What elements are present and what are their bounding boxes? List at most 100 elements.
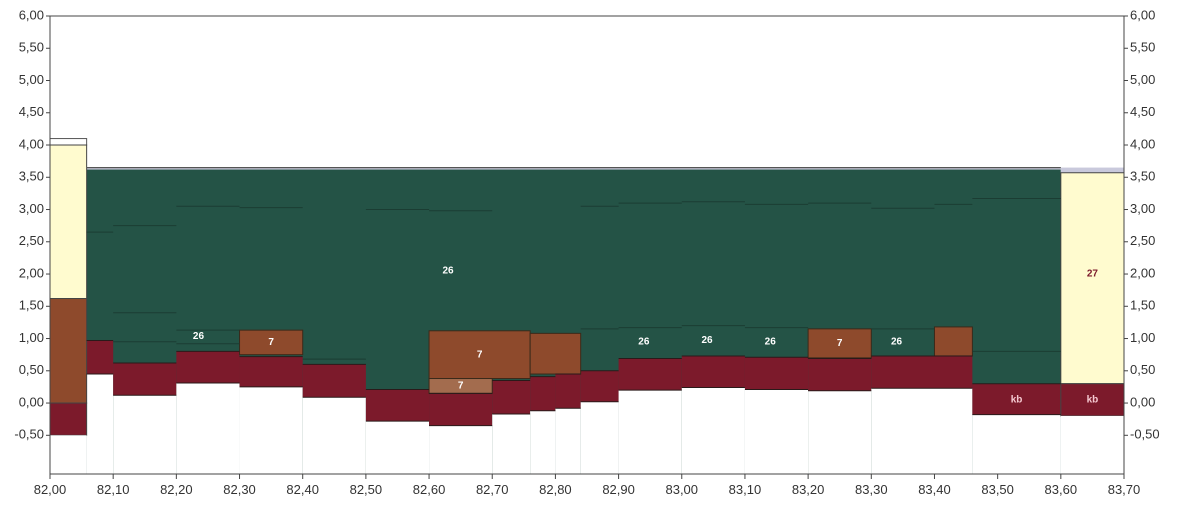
right-tick-label: 0,50 xyxy=(1130,362,1155,377)
mid-layer-1 xyxy=(428,330,531,380)
dark-red-segment-1 xyxy=(113,363,177,396)
dark-red-segment-5 xyxy=(365,389,430,422)
left-tick-label: 3,50 xyxy=(19,169,44,184)
left-tick-label: 1,00 xyxy=(19,330,44,345)
right-tick-label: 1,50 xyxy=(1130,298,1155,313)
left-tick-label: 6,00 xyxy=(19,7,44,22)
left-column-below xyxy=(50,435,87,474)
right-tick-label: 5,00 xyxy=(1130,72,1155,87)
x-tick-label: 82,40 xyxy=(286,482,319,497)
right-tick-label: 2,50 xyxy=(1130,233,1155,248)
left-column-cap xyxy=(49,138,88,146)
ground-label-0: 26 xyxy=(442,265,454,276)
below-profile-8 xyxy=(530,410,556,474)
x-tick-label: 82,10 xyxy=(97,482,130,497)
below-profile-10 xyxy=(580,401,619,474)
left-tick-label: -0,50 xyxy=(14,427,44,442)
left-tick-label: 5,50 xyxy=(19,40,44,55)
layer-fills xyxy=(49,138,1125,474)
mid-layer-label-4: 7 xyxy=(837,338,843,349)
mid-layer-4 xyxy=(807,328,872,359)
x-axis: 82,00 82,10 82,20 82,30 82,40 82,50 82,60 82,70… xyxy=(34,474,1140,497)
mid-layer-3 xyxy=(529,332,582,375)
right-tick-label: 4,50 xyxy=(1130,104,1155,119)
x-tick-label: 83,30 xyxy=(855,482,888,497)
x-tick-label: 83,10 xyxy=(729,482,762,497)
mid-layer-0 xyxy=(239,329,304,356)
right-tick-label: 3,50 xyxy=(1130,169,1155,184)
left-column-dark_red xyxy=(49,402,88,436)
below-profile-3 xyxy=(239,386,303,474)
below-profile-1 xyxy=(113,395,177,474)
below-profile-12 xyxy=(681,387,745,474)
right-tick-label: 3,00 xyxy=(1130,201,1155,216)
x-tick-label: 82,00 xyxy=(34,482,67,497)
dark-red-segment-16 xyxy=(972,383,1061,415)
x-tick-label: 83,20 xyxy=(792,482,825,497)
x-tick-label: 82,30 xyxy=(223,482,256,497)
x-tick-label: 82,70 xyxy=(476,482,509,497)
x-tick-label: 82,90 xyxy=(602,482,635,497)
below-profile-7 xyxy=(492,414,531,474)
x-tick-label: 82,20 xyxy=(160,482,193,497)
right-column-yellow xyxy=(1060,172,1125,385)
mid-layer-label-1: 7 xyxy=(477,349,483,360)
ground-label-3: 26 xyxy=(701,335,713,346)
below-profile-0 xyxy=(86,374,114,474)
dark-red-segment-9 xyxy=(555,374,581,409)
x-tick-label: 82,60 xyxy=(413,482,446,497)
right-tick-label: 0,00 xyxy=(1130,394,1155,409)
layer-labels: 7 7 7 7 27 kb kb 26 26 26 26 26 26 xyxy=(193,265,1099,405)
left-column-brown xyxy=(49,298,88,404)
below-profile-11 xyxy=(618,390,682,474)
dark-red-segment-14 xyxy=(808,358,872,391)
dark-red-segment-15 xyxy=(871,355,973,389)
dark-red-segment-11 xyxy=(618,358,682,391)
dark-red-segment-4 xyxy=(302,364,366,398)
ground-label-5: 26 xyxy=(891,336,903,347)
ground-label-4: 26 xyxy=(765,336,777,347)
right-tick-label: 2,00 xyxy=(1130,265,1155,280)
left-tick-label: 1,50 xyxy=(19,298,44,313)
right-column-label-1: kb xyxy=(1087,394,1099,405)
left-tick-label: 2,00 xyxy=(19,265,44,280)
x-tick-label: 83,60 xyxy=(1045,482,1078,497)
mid-layer-label-0: 7 xyxy=(268,337,274,348)
right-column-cap xyxy=(1060,167,1124,173)
below-profile-15 xyxy=(871,388,973,474)
below-profile-13 xyxy=(744,389,809,474)
left-tick-label: 2,50 xyxy=(19,233,44,248)
right-tick-label: 5,50 xyxy=(1130,40,1155,55)
x-tick-label: 83,00 xyxy=(665,482,698,497)
right-tick-label: 4,00 xyxy=(1130,136,1155,151)
mid-layer-label-2: 7 xyxy=(458,381,464,392)
right-column-label-0: 27 xyxy=(1087,269,1099,280)
dark-red-segment-0 xyxy=(86,340,114,375)
left-tick-label: 4,50 xyxy=(19,104,44,119)
right-tick-label: -0,50 xyxy=(1130,427,1160,442)
below-profile-4 xyxy=(302,397,366,474)
dark-red-segment-8 xyxy=(530,376,556,411)
ground-label-2: 26 xyxy=(638,336,650,347)
dark-red-segment-13 xyxy=(744,357,809,390)
right-column-below xyxy=(1060,415,1124,474)
x-tick-label: 83,40 xyxy=(918,482,951,497)
left-column-yellow xyxy=(49,144,88,300)
left-tick-label: 0,00 xyxy=(19,394,44,409)
dark-red-segment-2 xyxy=(176,351,240,384)
below-profile-14 xyxy=(808,390,872,474)
below-profile-6 xyxy=(429,425,493,474)
left-tick-label: 5,00 xyxy=(19,72,44,87)
dark-red-segment-3 xyxy=(239,356,303,387)
left-y-axis: 6,00 5,50 5,00 4,50 4,00 3,50 3,00 2,50 2,00 1,50… xyxy=(14,7,50,442)
dark-red-segment-6 xyxy=(429,393,493,426)
below-profile-9 xyxy=(555,408,581,474)
dark-red-segment-7 xyxy=(492,380,531,415)
below-profile-5 xyxy=(365,421,430,474)
x-tick-label: 83,50 xyxy=(981,482,1014,497)
dark-red-segment-10 xyxy=(580,370,619,402)
right-y-axis: 6,00 5,50 5,00 4,50 4,00 3,50 3,00 2,50 2,00 1,50… xyxy=(1124,7,1160,442)
left-tick-label: 0,50 xyxy=(19,362,44,377)
kb-label: kb xyxy=(1011,394,1023,405)
